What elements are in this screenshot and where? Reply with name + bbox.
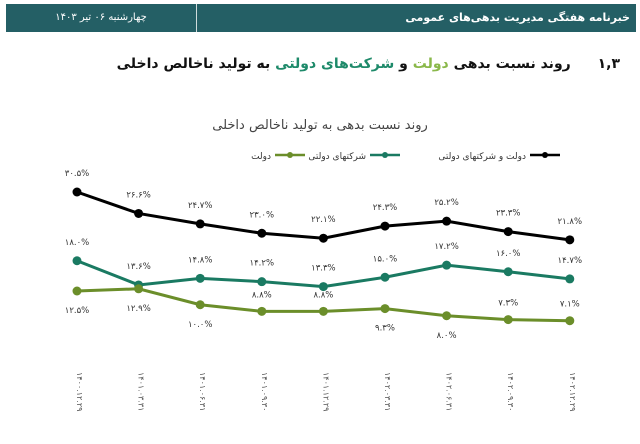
data-point — [134, 284, 144, 294]
data-label: ۱۴.۲% — [250, 259, 274, 269]
data-point — [134, 208, 144, 218]
data-label: ۲۵.۲% — [434, 198, 458, 208]
data-point — [195, 273, 205, 283]
data-label: ۱۷.۲% — [434, 242, 458, 252]
chart-title: روند نسبت بدهی به تولید ناخالص داخلی — [212, 118, 428, 133]
data-label: ۲۴.۷% — [188, 201, 212, 211]
legend-marker — [542, 152, 548, 158]
x-tick-label: ۱۴۰۱.۰۳.۳۱ — [137, 372, 146, 411]
data-point — [318, 282, 328, 292]
data-label: ۲۳.۰% — [250, 210, 274, 220]
legend-marker — [287, 152, 293, 158]
x-tick-label: ۱۴۰۱.۰۹.۳۰ — [260, 372, 269, 411]
data-point — [380, 221, 390, 231]
legend-marker — [382, 152, 388, 158]
data-point — [318, 233, 328, 243]
data-label: ۲۴.۳% — [373, 203, 397, 213]
data-point — [257, 228, 267, 238]
data-point — [72, 286, 82, 296]
data-point — [72, 187, 82, 197]
data-point — [257, 277, 267, 287]
data-point — [442, 216, 452, 226]
data-label: ۱۴.۷% — [558, 256, 582, 266]
x-tick-label: ۱۴۰۱.۰۶.۳۱ — [198, 372, 207, 411]
data-label: ۳۰.۵% — [65, 169, 89, 179]
data-point — [318, 306, 328, 316]
data-point — [565, 274, 575, 284]
data-point — [195, 219, 205, 229]
data-point — [565, 235, 575, 245]
data-label: ۱۰.۰% — [188, 320, 212, 330]
data-label: ۹.۳% — [375, 324, 395, 334]
data-point — [380, 304, 390, 314]
x-tick-label: ۱۴۰۲.۰۳.۳۱ — [383, 372, 392, 411]
data-label: ۱۴.۸% — [188, 255, 212, 265]
data-label: ۲۶.۶% — [126, 190, 150, 200]
legend-label: دولت و شرکتهای دولتی — [438, 152, 526, 162]
data-point — [503, 227, 513, 237]
data-point — [565, 316, 575, 326]
data-point — [442, 311, 452, 321]
data-label: ۷.۳% — [498, 299, 518, 309]
data-label: ۱۸.۰% — [65, 238, 89, 248]
data-point — [380, 272, 390, 282]
data-label: ۲۳.۳% — [496, 209, 520, 219]
data-label: ۱۳.۶% — [126, 262, 150, 272]
x-tick-label: ۱۴۰۱.۱۲.۲۹ — [321, 372, 330, 411]
data-point — [257, 306, 267, 316]
data-label: ۲۲.۱% — [311, 215, 335, 225]
x-tick-label: ۱۴۰۰.۱۲.۲۹ — [75, 372, 84, 411]
data-label: ۸.۸% — [252, 290, 272, 300]
legend-label: شرکتهای دولتی — [308, 152, 366, 162]
data-point — [503, 267, 513, 277]
newsletter-date: چهارشنبه ۰۶ تیر ۱۴۰۳ — [55, 12, 147, 23]
data-label: ۸.۸% — [313, 290, 333, 300]
data-label: ۱۳.۳% — [311, 264, 335, 274]
x-tick-label: ۱۴۰۲.۱۲.۲۹ — [568, 372, 577, 411]
data-label: ۷.۱% — [560, 300, 580, 310]
data-point — [195, 300, 205, 310]
data-label: ۱۲.۹% — [126, 304, 150, 314]
x-tick-label: ۱۴۰۲.۰۶.۳۱ — [445, 372, 454, 411]
data-label: ۱۲.۵% — [65, 306, 89, 316]
data-label: ۱۵.۰% — [373, 254, 397, 264]
data-point — [72, 256, 82, 266]
data-point — [442, 260, 452, 270]
data-point — [503, 315, 513, 325]
header-bar: خبرنامه هفتگی مدیریت بدهی‌های عمومی چهار… — [6, 4, 636, 32]
x-tick-label: ۱۴۰۲.۰۹.۳۰ — [506, 372, 515, 411]
data-label: ۱۶.۰% — [496, 249, 520, 259]
data-label: ۲۱.۸% — [558, 217, 582, 227]
section-title: ۱,۳ روند نسبت بدهی دولت و شرکت‌های دولتی… — [116, 56, 620, 72]
newsletter-title: خبرنامه هفتگی مدیریت بدهی‌های عمومی — [196, 4, 636, 32]
legend-label: دولت — [251, 152, 271, 162]
data-label: ۸.۰% — [437, 331, 457, 341]
